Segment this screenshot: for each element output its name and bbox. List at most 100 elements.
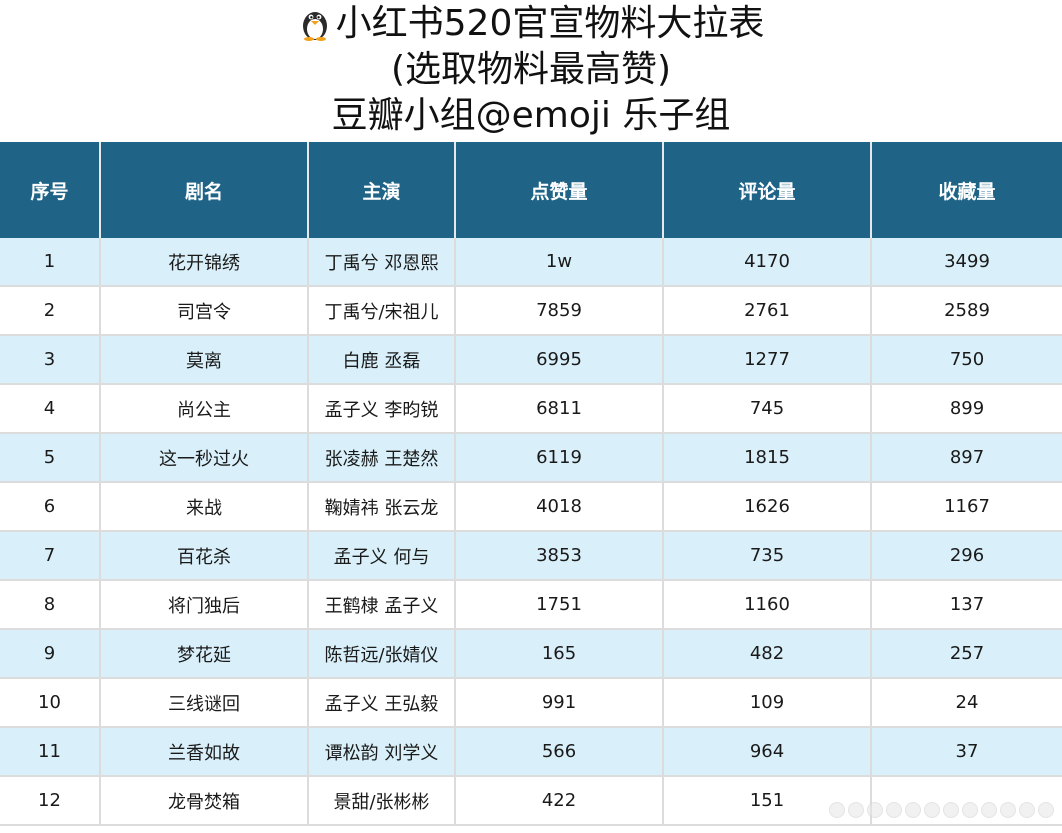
cell-comments: 482 <box>663 629 872 679</box>
data-table: 序号 剧名 主演 点赞量 评论量 收藏量 1 花开锦绣 丁禹兮 邓恩熙 1w 4170 3… <box>0 142 1062 826</box>
watermark-dots-icon <box>848 802 864 818</box>
watermark-dots-icon <box>886 802 902 818</box>
table-body: 1 花开锦绣 丁禹兮 邓恩熙 1w 4170 3499 2 司宫令 丁禹兮/宋祖儿 7859 276… <box>0 238 1062 826</box>
cell-drama: 莫离 <box>100 335 309 385</box>
cell-comments: 1277 <box>663 335 872 385</box>
header-drama: 剧名 <box>100 142 309 238</box>
cell-cast: 孟子义 李昀锐 <box>308 384 456 434</box>
cell-drama: 百花杀 <box>100 531 309 581</box>
cell-cast: 谭松韵 刘学义 <box>308 727 456 777</box>
cell-likes: 422 <box>455 776 664 826</box>
table-row: 7 百花杀 孟子义 何与 3853 735 296 <box>0 531 1062 581</box>
watermark <box>824 797 1054 823</box>
cell-favorites <box>871 776 1062 826</box>
cell-index: 8 <box>0 580 101 630</box>
cell-drama: 三线谜回 <box>100 678 309 728</box>
cell-comments: 735 <box>663 531 872 581</box>
cell-favorites: 897 <box>871 433 1062 483</box>
cell-comments: 1626 <box>663 482 872 532</box>
cell-cast: 陈哲远/张婧仪 <box>308 629 456 679</box>
cell-index: 4 <box>0 384 101 434</box>
cell-index: 7 <box>0 531 101 581</box>
table-row: 12 龙骨焚箱 景甜/张彬彬 422 151 <box>0 776 1062 826</box>
cell-cast: 王鹤棣 孟子义 <box>308 580 456 630</box>
header-row: 序号 剧名 主演 点赞量 评论量 收藏量 <box>0 142 1062 238</box>
cell-likes: 6119 <box>455 433 664 483</box>
table-row: 6 来战 鞠婧祎 张云龙 4018 1626 1167 <box>0 482 1062 532</box>
cell-comments: 1815 <box>663 433 872 483</box>
cell-cast: 景甜/张彬彬 <box>308 776 456 826</box>
watermark-dots-icon <box>1000 802 1016 818</box>
title-line-2: (选取物料最高赞) <box>390 49 672 90</box>
cell-cast: 孟子义 何与 <box>308 531 456 581</box>
cell-index: 2 <box>0 286 101 336</box>
cell-cast: 丁禹兮/宋祖儿 <box>308 286 456 336</box>
table-row: 3 莫离 白鹿 丞磊 6995 1277 750 <box>0 335 1062 385</box>
cell-drama: 将门独后 <box>100 580 309 630</box>
cell-cast: 孟子义 王弘毅 <box>308 678 456 728</box>
cell-favorites: 137 <box>871 580 1062 630</box>
cell-index: 6 <box>0 482 101 532</box>
table-row: 4 尚公主 孟子义 李昀锐 6811 745 899 <box>0 384 1062 434</box>
table-row: 8 将门独后 王鹤棣 孟子义 1751 1160 137 <box>0 580 1062 630</box>
cell-likes: 566 <box>455 727 664 777</box>
cell-comments: 964 <box>663 727 872 777</box>
cell-favorites: 24 <box>871 678 1062 728</box>
watermark-dots-icon <box>829 802 845 818</box>
cell-drama: 来战 <box>100 482 309 532</box>
cell-likes: 6811 <box>455 384 664 434</box>
cell-likes: 7859 <box>455 286 664 336</box>
title-text-1: 小红书520官宣物料大拉表 <box>335 3 765 44</box>
cell-favorites: 296 <box>871 531 1062 581</box>
table-row: 5 这一秒过火 张凌赫 王楚然 6119 1815 897 <box>0 433 1062 483</box>
cell-index: 9 <box>0 629 101 679</box>
table-header: 序号 剧名 主演 点赞量 评论量 收藏量 <box>0 142 1062 238</box>
cell-cast: 白鹿 丞磊 <box>308 335 456 385</box>
title-line-1: 小红书520官宣物料大拉表 <box>0 2 1062 46</box>
cell-favorites: 750 <box>871 335 1062 385</box>
cell-drama: 梦花延 <box>100 629 309 679</box>
cell-comments: 2761 <box>663 286 872 336</box>
cell-favorites: 37 <box>871 727 1062 777</box>
cell-favorites: 1167 <box>871 482 1062 532</box>
header-comments: 评论量 <box>663 142 872 238</box>
cell-likes: 6995 <box>455 335 664 385</box>
watermark-dots-icon <box>924 802 940 818</box>
cell-likes: 991 <box>455 678 664 728</box>
cell-drama: 这一秒过火 <box>100 433 309 483</box>
cell-cast: 鞠婧祎 张云龙 <box>308 482 456 532</box>
cell-index: 10 <box>0 678 101 728</box>
cell-index: 3 <box>0 335 101 385</box>
cell-likes: 1751 <box>455 580 664 630</box>
cell-comments: 1160 <box>663 580 872 630</box>
cell-cast: 丁禹兮 邓恩熙 <box>308 238 456 287</box>
cell-drama: 司宫令 <box>100 286 309 336</box>
table-row: 10 三线谜回 孟子义 王弘毅 991 109 24 <box>0 678 1062 728</box>
table-row: 11 兰香如故 谭松韵 刘学义 566 964 37 <box>0 727 1062 777</box>
title-line-3: 豆瓣小组@emoji 乐子组 <box>331 95 731 136</box>
watermark-dots-icon <box>981 802 997 818</box>
cell-index: 5 <box>0 433 101 483</box>
header-cast: 主演 <box>308 142 456 238</box>
cell-comments: 109 <box>663 678 872 728</box>
cell-favorites: 899 <box>871 384 1062 434</box>
table-row: 9 梦花延 陈哲远/张婧仪 165 482 257 <box>0 629 1062 679</box>
watermark-dots-icon <box>1019 802 1035 818</box>
cell-index: 1 <box>0 238 101 287</box>
cell-index: 11 <box>0 727 101 777</box>
penguin-emoji-icon <box>302 12 327 41</box>
watermark-dots-icon <box>1038 802 1054 818</box>
header-likes: 点赞量 <box>455 142 664 238</box>
cell-drama: 尚公主 <box>100 384 309 434</box>
watermark-dots-icon <box>905 802 921 818</box>
watermark-dots-icon <box>867 802 883 818</box>
table-row: 2 司宫令 丁禹兮/宋祖儿 7859 2761 2589 <box>0 286 1062 336</box>
cell-favorites: 3499 <box>871 238 1062 287</box>
watermark-dots-icon <box>943 802 959 818</box>
cell-likes: 4018 <box>455 482 664 532</box>
watermark-dots-icon <box>962 802 978 818</box>
cell-drama: 龙骨焚箱 <box>100 776 309 826</box>
cell-favorites: 257 <box>871 629 1062 679</box>
cell-likes: 165 <box>455 629 664 679</box>
cell-favorites: 2589 <box>871 286 1062 336</box>
